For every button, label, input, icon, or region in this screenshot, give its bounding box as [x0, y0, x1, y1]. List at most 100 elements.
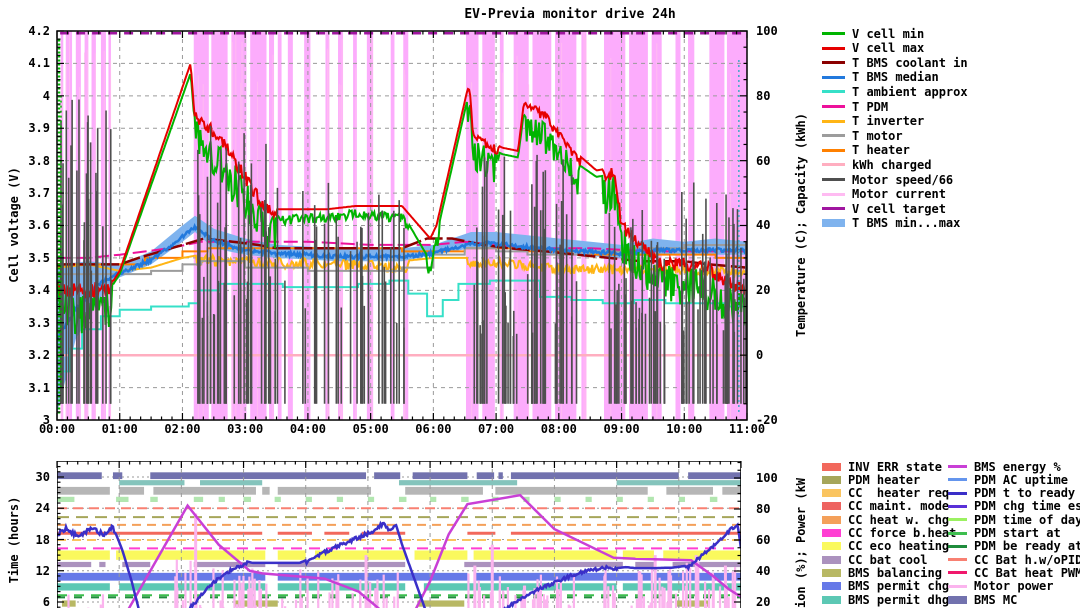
drive-band: [100, 31, 106, 420]
legend-label: INV ERR state: [848, 459, 942, 474]
xtick: 01:00: [101, 422, 138, 436]
legend-swatch-box: [822, 529, 841, 537]
state-band: [277, 550, 306, 560]
legend-label: BMS energy %: [974, 459, 1061, 474]
legend-item: T ambient approx: [822, 85, 968, 99]
legend-swatch-line: [948, 504, 967, 508]
ytick-left: 3.1: [28, 380, 50, 395]
state-band: [57, 583, 110, 591]
series-t-pdm: [57, 240, 747, 259]
state-band: [57, 472, 102, 480]
legend-label: CC heat w. chg: [848, 512, 950, 527]
legend-item: CC eco heating: [822, 539, 949, 553]
state-band: [200, 480, 263, 486]
state-band: [423, 583, 617, 591]
state-band: [119, 583, 266, 591]
legend-label: CC bat cool: [848, 552, 928, 567]
state-band: [495, 486, 648, 495]
legend-label: PDM t to ready: [974, 486, 1076, 501]
legend-label: CC maint. mode: [848, 499, 950, 514]
state-band: [398, 480, 518, 486]
state-band: [510, 472, 679, 480]
legend-swatch-line: [822, 119, 845, 123]
legend-item: T motor: [822, 129, 903, 143]
state-band: [153, 486, 256, 495]
xtick: 07:00: [478, 422, 515, 436]
state-band: [122, 561, 151, 568]
state-band: [116, 550, 194, 560]
legend-item: PDM heater: [822, 473, 920, 487]
ytick-left: 3.4: [28, 283, 50, 298]
legend-item: T BMS coolant in: [822, 56, 968, 70]
drive-band: [269, 31, 275, 420]
state-band: [57, 572, 266, 581]
legend-swatch-line: [822, 192, 845, 196]
ytick-left: 3.7: [28, 186, 50, 201]
state-band: [709, 496, 718, 503]
legend-swatch-line: [822, 61, 845, 65]
legend-item: CC heat w. chg: [822, 512, 950, 527]
series-t-bms-minmax-band: [57, 215, 747, 414]
legend-label: V cell min: [852, 26, 925, 41]
series-v-cell-min: [57, 73, 747, 335]
legend-swatch-box: [948, 595, 967, 604]
ytick-right: 100: [756, 471, 778, 485]
legend-swatch-line: [948, 478, 967, 482]
series-v-cell-max: [57, 64, 747, 299]
state-band: [722, 486, 741, 495]
legend-item: PDM start at: [948, 526, 1061, 540]
legend-swatch-box: [822, 502, 841, 511]
state-band: [461, 496, 469, 503]
legend-swatch-line: [822, 75, 845, 79]
legend-item: CC maint. mode: [822, 499, 950, 514]
xtick: 10:00: [666, 422, 703, 436]
state-band: [412, 472, 468, 480]
legend-swatch-line: [822, 163, 845, 167]
ytick-left: 3: [42, 413, 50, 427]
legend-label: CC heater req: [848, 486, 950, 501]
legend-item: Motor speed/66: [822, 173, 953, 187]
legend-item: BMS MC: [948, 593, 1017, 607]
legend-item: CC Bat h.w/oPID: [948, 553, 1080, 567]
ytick-left: 30: [35, 470, 50, 484]
legend-swatch-line: [822, 90, 845, 94]
legend-swatch-line: [822, 46, 845, 50]
legend-label: PDM chg time es: [974, 499, 1080, 514]
ytick-left: 3.8: [28, 153, 50, 168]
legend-swatch-box: [822, 515, 841, 524]
state-band: [112, 472, 123, 480]
ytick-left: 3.2: [28, 348, 50, 363]
state-band: [277, 583, 406, 591]
xtick: 02:00: [164, 422, 201, 436]
state-band: [305, 496, 312, 503]
legend-item: T BMS min...max: [822, 216, 960, 230]
state-band: [116, 496, 129, 503]
legend-swatch-box: [822, 568, 841, 577]
legend-swatch-box: [822, 542, 841, 551]
legend-label: BMS balancing: [848, 565, 942, 580]
legend-label: PDM time of day: [974, 512, 1080, 527]
legend-label: T inverter: [852, 114, 925, 129]
state-band: [622, 550, 654, 560]
legend-label: T heater: [852, 143, 910, 158]
ytick-right: 40: [756, 218, 771, 233]
legend-swatch-line: [822, 32, 845, 35]
legend-item: Motor power: [948, 579, 1053, 593]
state-band: [476, 472, 495, 480]
legend-label: CC force b.heat: [848, 526, 957, 540]
state-band: [430, 496, 437, 503]
state-band: [57, 496, 75, 503]
legend-item: CC bat cool: [822, 552, 928, 567]
ytick-left: 4.1: [28, 56, 50, 71]
legend-swatch-line: [948, 571, 967, 575]
ytick-right: 20: [756, 595, 771, 608]
legend-item: INV ERR state: [822, 459, 942, 474]
xtick: 11:00: [728, 422, 766, 436]
state-band: [150, 496, 158, 503]
legend-item: CC Bat heat PWM: [948, 566, 1080, 580]
legend-swatch-line: [822, 178, 845, 181]
state-band: [523, 496, 530, 503]
legend-item: CC force b.heat: [822, 526, 957, 540]
state-band: [274, 496, 281, 503]
xtick: 08:00: [540, 422, 577, 436]
